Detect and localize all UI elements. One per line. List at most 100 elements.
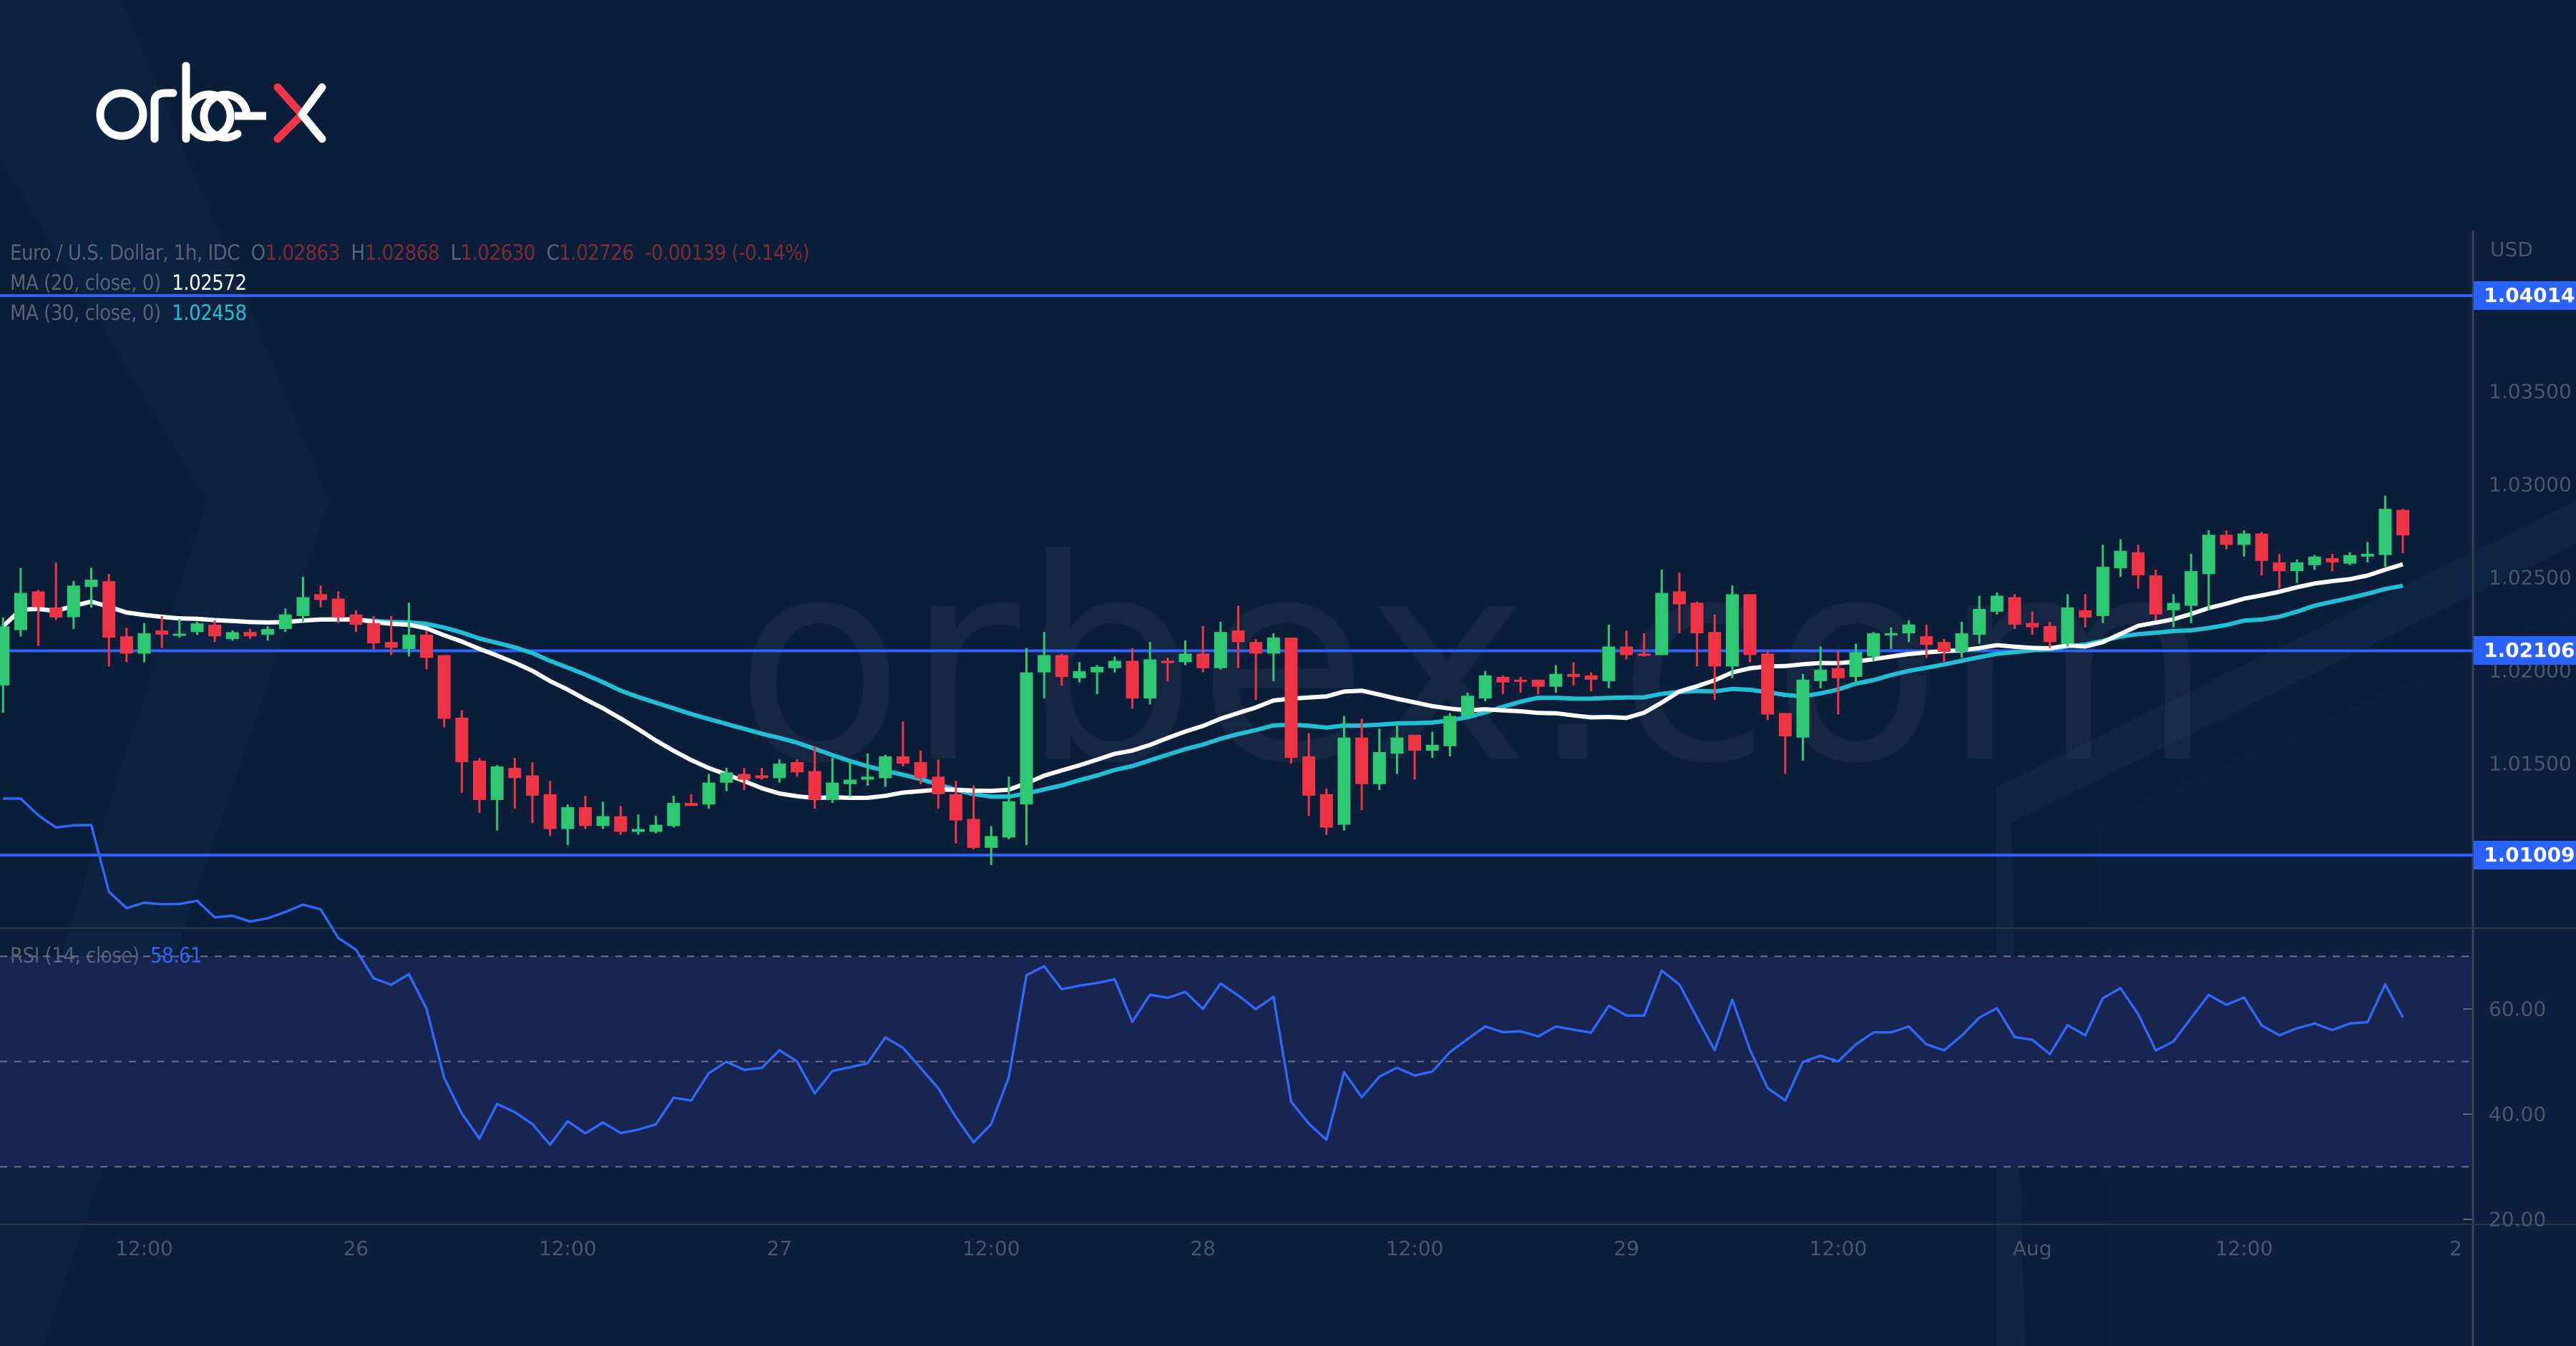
candle[interactable] [225, 630, 239, 641]
candle[interactable] [243, 628, 257, 640]
candle[interactable] [949, 781, 962, 844]
candle[interactable] [1937, 638, 1951, 663]
candle[interactable] [632, 814, 645, 835]
candle[interactable] [508, 758, 522, 809]
candle[interactable] [2361, 542, 2374, 562]
candle[interactable] [826, 758, 839, 804]
candle[interactable] [1884, 627, 1898, 650]
candle[interactable] [720, 768, 733, 791]
candle[interactable] [1602, 624, 1616, 688]
candle[interactable] [172, 618, 186, 638]
candle[interactable] [1549, 665, 1563, 693]
candle[interactable] [31, 590, 45, 646]
candle[interactable] [314, 585, 328, 608]
candle[interactable] [2326, 553, 2339, 572]
candle[interactable] [14, 567, 27, 637]
candle[interactable] [1461, 693, 1475, 719]
candle[interactable] [2185, 553, 2198, 623]
candle[interactable] [208, 620, 222, 643]
candle[interactable] [1284, 638, 1298, 764]
candle[interactable] [543, 781, 557, 837]
candle[interactable] [649, 816, 663, 834]
candle[interactable] [0, 617, 10, 713]
candle[interactable] [155, 615, 169, 648]
candle[interactable] [2061, 594, 2074, 647]
candle[interactable] [1831, 650, 1845, 715]
candle[interactable] [755, 768, 769, 780]
candle[interactable] [1002, 776, 1015, 839]
candle[interactable] [914, 750, 927, 784]
candle[interactable] [349, 610, 363, 633]
candle[interactable] [526, 762, 540, 824]
candle[interactable] [1849, 643, 1863, 686]
candle[interactable] [1637, 633, 1651, 657]
candle[interactable] [384, 615, 398, 655]
candle[interactable] [1655, 570, 1669, 655]
candle[interactable] [1108, 656, 1121, 673]
candle[interactable] [67, 581, 80, 629]
candle[interactable] [1302, 733, 1316, 816]
candle[interactable] [2396, 509, 2409, 554]
candle[interactable] [1091, 665, 1104, 695]
candle[interactable] [1038, 632, 1051, 699]
candle[interactable] [1337, 716, 1351, 831]
candle[interactable] [1126, 648, 1139, 709]
candle[interactable] [843, 761, 857, 797]
candle[interactable] [1531, 679, 1545, 695]
candle[interactable] [614, 806, 628, 835]
candle[interactable] [1566, 662, 1580, 686]
candle[interactable] [579, 795, 592, 829]
candle[interactable] [119, 628, 133, 663]
candle[interactable] [2132, 545, 2145, 589]
candle[interactable] [932, 759, 945, 809]
candle[interactable] [967, 785, 980, 849]
candle[interactable] [1973, 595, 1986, 644]
candle[interactable] [1708, 614, 1722, 701]
candle[interactable] [2079, 594, 2092, 628]
candle[interactable] [2043, 621, 2057, 648]
candle[interactable] [2273, 553, 2286, 589]
candle[interactable] [596, 801, 610, 829]
candle[interactable] [2008, 594, 2021, 630]
candle[interactable] [1902, 620, 1916, 643]
candle[interactable] [455, 710, 469, 793]
candle[interactable] [1425, 731, 1439, 759]
candle[interactable] [2149, 570, 2162, 620]
ma30-legend[interactable]: MA (30, close, 0) 1.02458 [10, 301, 247, 325]
candle[interactable] [1443, 713, 1457, 757]
candle[interactable] [2202, 530, 2215, 610]
candle[interactable] [2379, 495, 2392, 567]
candle[interactable] [684, 794, 698, 806]
candle[interactable] [1990, 592, 2004, 615]
candle[interactable] [2238, 530, 2251, 557]
candle[interactable] [1355, 718, 1369, 811]
candle[interactable] [1055, 653, 1068, 686]
candle[interactable] [1372, 728, 1386, 790]
candle[interactable] [1214, 621, 1227, 670]
candle[interactable] [296, 577, 310, 622]
candle[interactable] [137, 623, 151, 663]
candle[interactable] [1584, 672, 1598, 692]
candle[interactable] [1778, 713, 1792, 774]
ma20-legend[interactable]: MA (20, close, 0) 1.02572 [10, 270, 247, 295]
candle[interactable] [331, 591, 345, 623]
candle[interactable] [102, 574, 116, 667]
candle[interactable] [1231, 605, 1245, 668]
candle[interactable] [737, 768, 751, 790]
candle[interactable] [1672, 572, 1686, 634]
candle[interactable] [2255, 532, 2268, 576]
candle[interactable] [437, 655, 451, 728]
candle[interactable] [84, 567, 98, 608]
symbol-legend[interactable]: Euro / U.S. Dollar, 1h, IDC O1.02863 H1.… [10, 240, 809, 265]
candle[interactable] [190, 621, 204, 635]
candle[interactable] [420, 630, 434, 670]
candle[interactable] [2343, 552, 2357, 565]
candle[interactable] [561, 804, 575, 845]
candle[interactable] [1143, 642, 1157, 705]
candle[interactable] [2096, 545, 2109, 623]
candle[interactable] [1514, 676, 1527, 693]
candle[interactable] [985, 826, 998, 865]
candle[interactable] [1249, 639, 1263, 701]
candle[interactable] [667, 795, 680, 828]
